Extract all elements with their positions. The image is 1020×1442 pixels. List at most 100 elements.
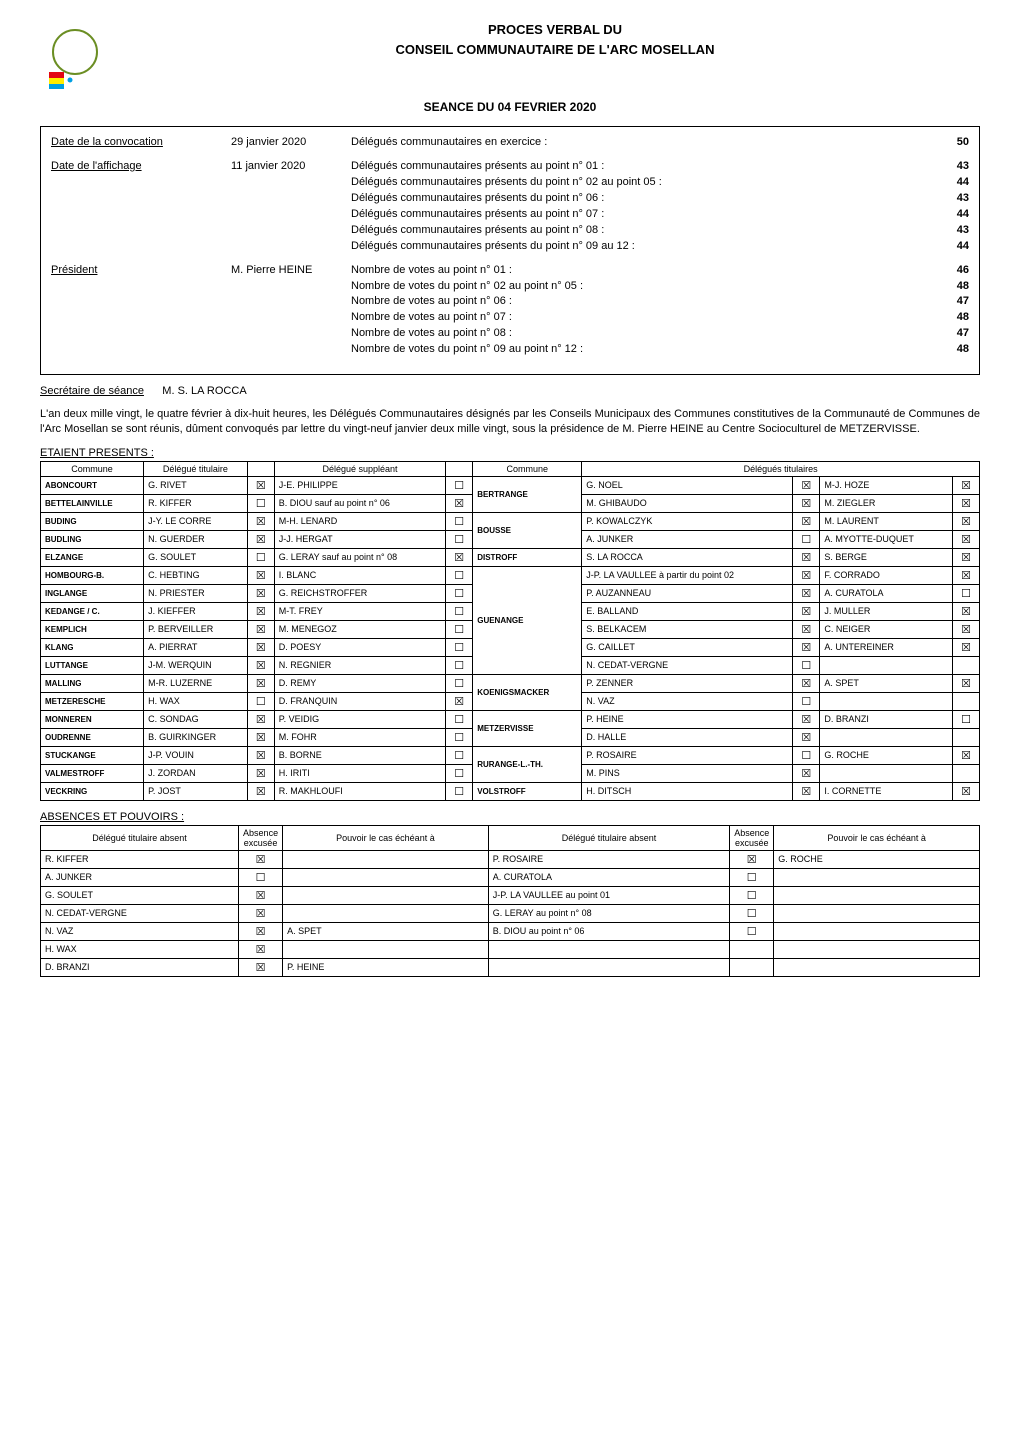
checkbox-cell: ☐: [730, 868, 774, 886]
pouvoir-cell: [283, 904, 489, 922]
checkbox-cell: ☐: [446, 602, 473, 620]
suppleant-cell: B. DIOU sauf au point n° 06: [274, 494, 445, 512]
checkbox-cell: ☐: [446, 782, 473, 800]
titulaire-cell: N. VAZ: [582, 692, 793, 710]
checkbox-cell: ☐: [953, 710, 980, 728]
checkbox-cell: ☐: [247, 548, 274, 566]
title-line1: PROCES VERBAL DU: [130, 20, 980, 40]
info-num: 48: [939, 342, 969, 358]
checkbox-cell: ☒: [247, 710, 274, 728]
presents-heading: ETAIENT PRESENTS :: [40, 447, 980, 459]
info-box: Date de la convocation29 janvier 2020Dél…: [40, 126, 980, 375]
checkbox-cell: ☐: [793, 692, 820, 710]
checkbox-cell: ☒: [953, 620, 980, 638]
checkbox-cell: ☒: [247, 512, 274, 530]
titulaire-cell: G. SOULET: [144, 548, 248, 566]
titulaire-cell: H. WAX: [144, 692, 248, 710]
commune-cell: ABONCOURT: [41, 476, 144, 494]
suppleant-cell: R. MAKHLOUFI: [274, 782, 445, 800]
checkbox-cell: ☒: [953, 494, 980, 512]
suppleant-cell: D. REMY: [274, 674, 445, 692]
commune-cell: KOENIGSMACKER: [473, 674, 582, 710]
info-num: 43: [939, 159, 969, 175]
commune-cell: BUDLING: [41, 530, 144, 548]
titulaire-cell: J. MULLER: [820, 602, 953, 620]
checkbox-cell: ☐: [446, 584, 473, 602]
checkbox-cell: ☐: [730, 886, 774, 904]
suppleant-cell: M-T. FREY: [274, 602, 445, 620]
titulaire-cell: C. NEIGER: [820, 620, 953, 638]
checkbox-cell: ☒: [239, 958, 283, 976]
titulaire-cell: R. KIFFER: [144, 494, 248, 512]
titulaire-cell: M. GHIBAUDO: [582, 494, 793, 512]
checkbox-cell: ☒: [793, 674, 820, 692]
checkbox-cell: ☐: [247, 494, 274, 512]
page-header: PROCES VERBAL DU CONSEIL COMMUNAUTAIRE D…: [40, 20, 980, 90]
titulaire-cell: A. CURATOLA: [820, 584, 953, 602]
absent-name-cell: H. WAX: [41, 940, 239, 958]
checkbox-cell: ☒: [239, 886, 283, 904]
checkbox-cell: ☒: [793, 782, 820, 800]
info-label: Date de l'affichage: [51, 159, 231, 175]
info-text: Délégués communautaires présents au poin…: [351, 207, 939, 223]
titulaire-cell: N. CEDAT-VERGNE: [582, 656, 793, 674]
titulaire-cell: A. MYOTTE-DUQUET: [820, 530, 953, 548]
pouvoir-cell: [774, 904, 980, 922]
titulaire-cell: J. ZORDAN: [144, 764, 248, 782]
table-header: Commune: [473, 461, 582, 476]
absent-name-cell: [488, 958, 729, 976]
titulaire-cell: M-J. HOZE: [820, 476, 953, 494]
suppleant-cell: G. REICHSTROFFER: [274, 584, 445, 602]
checkbox-cell: ☒: [793, 494, 820, 512]
info-date: M. Pierre HEINE: [231, 263, 351, 279]
checkbox-cell: ☐: [730, 904, 774, 922]
intro-paragraph: L'an deux mille vingt, le quatre février…: [40, 407, 980, 437]
absent-name-cell: A. JUNKER: [41, 868, 239, 886]
titulaire-cell: A. SPET: [820, 674, 953, 692]
titulaire-cell: M. ZIEGLER: [820, 494, 953, 512]
table-header: [247, 461, 274, 476]
info-num: 44: [939, 175, 969, 191]
checkbox-cell: ☐: [446, 656, 473, 674]
checkbox-cell: ☒: [239, 850, 283, 868]
titulaire-cell: G. RIVET: [144, 476, 248, 494]
info-num: 48: [939, 279, 969, 295]
subtitle: SEANCE DU 04 FEVRIER 2020: [40, 100, 980, 114]
checkbox-cell: ☒: [793, 476, 820, 494]
titulaire-cell: M. PINS: [582, 764, 793, 782]
suppleant-cell: M-H. LENARD: [274, 512, 445, 530]
titulaire-cell: P. ZENNER: [582, 674, 793, 692]
table-header: [446, 461, 473, 476]
checkbox-cell: ☒: [953, 476, 980, 494]
checkbox-cell: ☒: [247, 728, 274, 746]
commune-cell: RURANGE-L.-TH.: [473, 746, 582, 782]
info-num: 48: [939, 310, 969, 326]
titulaire-cell: A. PIERRAT: [144, 638, 248, 656]
commune-cell: GUENANGE: [473, 566, 582, 674]
titulaire-cell: F. CORRADO: [820, 566, 953, 584]
table-header: Absence excusée: [730, 825, 774, 850]
checkbox-cell: ☒: [247, 674, 274, 692]
table-header: Absence excusée: [239, 825, 283, 850]
checkbox-cell: ☒: [793, 620, 820, 638]
title-block: PROCES VERBAL DU CONSEIL COMMUNAUTAIRE D…: [130, 20, 980, 59]
info-text: Nombre de votes au point n° 06 :: [351, 294, 939, 310]
checkbox-cell: ☒: [446, 692, 473, 710]
info-label: Date de la convocation: [51, 135, 231, 151]
checkbox-cell: ☒: [953, 746, 980, 764]
checkbox-cell: [953, 728, 980, 746]
checkbox-cell: ☒: [953, 782, 980, 800]
titulaire-cell: E. BALLAND: [582, 602, 793, 620]
table-header: Délégué suppléant: [274, 461, 445, 476]
suppleant-cell: N. REGNIER: [274, 656, 445, 674]
commune-cell: VOLSTROFF: [473, 782, 582, 800]
table-header: Délégué titulaire absent: [41, 825, 239, 850]
checkbox-cell: ☐: [247, 692, 274, 710]
titulaire-cell: P. AUZANNEAU: [582, 584, 793, 602]
absent-name-cell: D. BRANZI: [41, 958, 239, 976]
titulaire-cell: J-M. WERQUIN: [144, 656, 248, 674]
checkbox-cell: ☒: [793, 638, 820, 656]
table-header: Pouvoir le cas échéant à: [283, 825, 489, 850]
table-header: Pouvoir le cas échéant à: [774, 825, 980, 850]
info-date: 11 janvier 2020: [231, 159, 351, 175]
